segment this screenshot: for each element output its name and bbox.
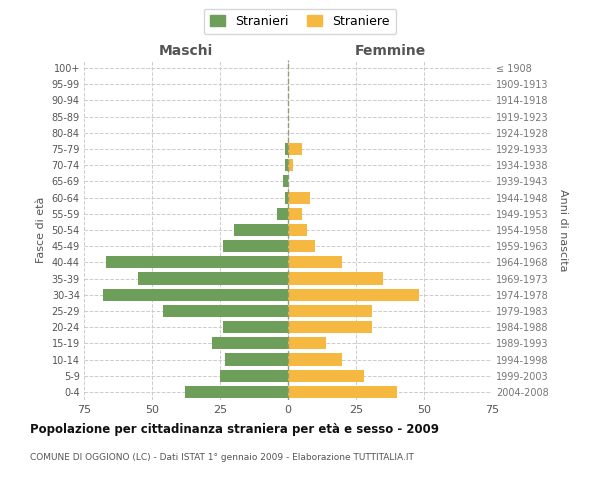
Y-axis label: Anni di nascita: Anni di nascita xyxy=(559,188,568,271)
Legend: Stranieri, Straniere: Stranieri, Straniere xyxy=(204,8,396,34)
Bar xyxy=(106,256,288,268)
Bar xyxy=(288,208,302,220)
Bar xyxy=(285,192,288,203)
Bar xyxy=(226,354,288,366)
Bar xyxy=(288,370,364,382)
Bar xyxy=(277,208,288,220)
Bar xyxy=(288,240,315,252)
Bar xyxy=(285,159,288,172)
Bar xyxy=(288,256,343,268)
Text: Maschi: Maschi xyxy=(159,44,213,59)
Text: Femmine: Femmine xyxy=(355,44,425,59)
Bar xyxy=(288,192,310,203)
Bar xyxy=(283,176,288,188)
Bar xyxy=(288,305,373,317)
Bar xyxy=(285,143,288,155)
Bar xyxy=(288,159,293,172)
Bar xyxy=(288,272,383,284)
Bar xyxy=(288,321,373,333)
Bar xyxy=(163,305,288,317)
Bar xyxy=(288,143,302,155)
Bar xyxy=(212,338,288,349)
Bar xyxy=(223,321,288,333)
Bar xyxy=(103,288,288,301)
Bar xyxy=(288,386,397,398)
Bar xyxy=(288,354,343,366)
Text: Popolazione per cittadinanza straniera per età e sesso - 2009: Popolazione per cittadinanza straniera p… xyxy=(30,422,439,436)
Bar xyxy=(223,240,288,252)
Bar xyxy=(185,386,288,398)
Text: COMUNE DI OGGIONO (LC) - Dati ISTAT 1° gennaio 2009 - Elaborazione TUTTITALIA.IT: COMUNE DI OGGIONO (LC) - Dati ISTAT 1° g… xyxy=(30,452,414,462)
Bar xyxy=(288,288,419,301)
Bar xyxy=(288,338,326,349)
Bar xyxy=(139,272,288,284)
Y-axis label: Fasce di età: Fasce di età xyxy=(36,197,46,263)
Bar xyxy=(288,224,307,236)
Bar xyxy=(220,370,288,382)
Bar xyxy=(233,224,288,236)
